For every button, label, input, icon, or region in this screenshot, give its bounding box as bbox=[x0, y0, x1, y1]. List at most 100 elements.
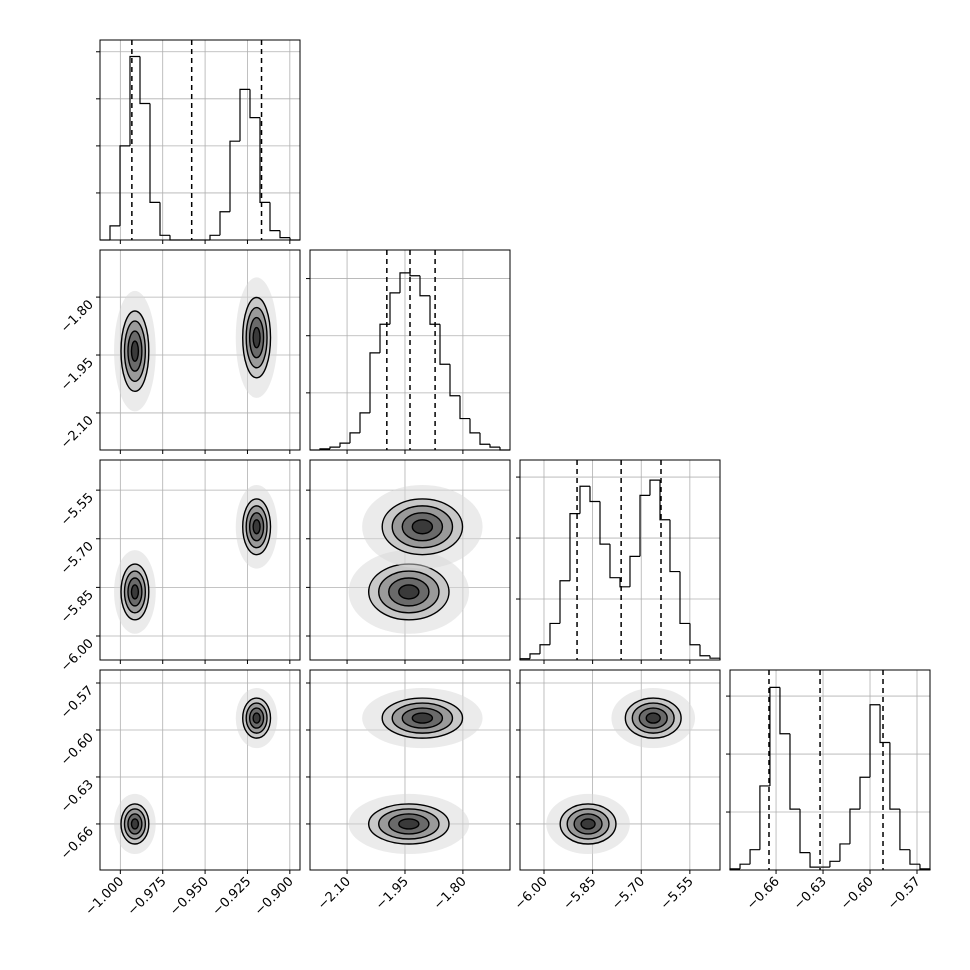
histogram-step bbox=[609, 544, 620, 579]
y-tick-label: −0.63 bbox=[58, 777, 97, 816]
density bbox=[114, 688, 278, 855]
x-tick-label: −5.70 bbox=[609, 874, 648, 913]
histogram-step bbox=[269, 202, 280, 232]
contour bbox=[411, 519, 434, 535]
histogram-step bbox=[449, 364, 460, 397]
panel-frame bbox=[309, 459, 511, 661]
y-tick-label: −0.66 bbox=[58, 824, 97, 863]
histogram-step bbox=[679, 571, 690, 625]
histogram-step bbox=[779, 687, 790, 735]
histogram-step bbox=[579, 485, 590, 514]
panel-frame bbox=[729, 669, 931, 871]
histogram-step bbox=[909, 849, 920, 865]
histogram-step bbox=[229, 140, 240, 212]
x-tick-label: −0.950 bbox=[167, 874, 212, 919]
histogram-step bbox=[469, 418, 480, 434]
histogram-step bbox=[599, 501, 610, 545]
histogram-step bbox=[409, 272, 420, 277]
panel: −6.00−5.85−5.70−5.55 bbox=[512, 669, 721, 913]
histogram-step bbox=[809, 852, 821, 868]
histogram-step bbox=[169, 235, 180, 241]
x-tick-label: −5.85 bbox=[561, 874, 600, 913]
histogram-step bbox=[249, 89, 260, 119]
x-tick-label: −1.95 bbox=[373, 874, 412, 913]
contour bbox=[580, 818, 596, 830]
panel-frame bbox=[309, 669, 511, 871]
density bbox=[114, 484, 278, 634]
histogram-step bbox=[139, 56, 150, 105]
x-tick-label: −2.10 bbox=[315, 874, 354, 913]
histogram-step bbox=[489, 444, 500, 448]
density bbox=[546, 688, 696, 855]
density bbox=[348, 688, 483, 855]
y-tick-label: −6.00 bbox=[58, 636, 97, 675]
histogram-step bbox=[119, 145, 130, 226]
panel: −2.10 −1.95 −1.80 bbox=[58, 249, 301, 454]
y-tick-label: −5.70 bbox=[58, 539, 97, 578]
panel-frame bbox=[99, 669, 301, 871]
histogram-step bbox=[839, 843, 850, 862]
histogram-step bbox=[889, 742, 900, 810]
panel-frame bbox=[309, 249, 511, 451]
y-tick-label: −5.85 bbox=[58, 588, 97, 627]
histogram-step bbox=[769, 686, 780, 786]
histogram-step bbox=[349, 432, 360, 444]
contour bbox=[130, 584, 140, 600]
histogram-step bbox=[859, 776, 871, 810]
histogram-step bbox=[849, 808, 860, 844]
density bbox=[114, 277, 278, 412]
panel-frame bbox=[99, 459, 301, 661]
histogram-step bbox=[539, 644, 550, 654]
contour bbox=[252, 519, 261, 535]
x-tick-label: −1.000 bbox=[83, 874, 128, 919]
x-tick-label: −1.80 bbox=[431, 874, 470, 913]
histogram-step bbox=[759, 785, 770, 850]
panel: −6.00 −5.85 −5.70 −5.55 bbox=[58, 459, 301, 675]
contour bbox=[252, 326, 261, 349]
contour bbox=[411, 712, 434, 724]
histogram-step bbox=[459, 395, 470, 420]
histogram-step bbox=[389, 292, 400, 325]
density bbox=[348, 484, 483, 634]
panel: −1.000−0.975−0.950−0.925−0.900 −0.66 −0.63… bbox=[58, 669, 301, 919]
contour bbox=[130, 818, 140, 830]
x-tick-label: −0.975 bbox=[125, 874, 170, 919]
panel: −2.10 −1.95 −1.80 bbox=[306, 669, 511, 913]
y-tick-label: −1.95 bbox=[58, 355, 97, 394]
histogram-step bbox=[649, 479, 660, 496]
histogram-step bbox=[369, 352, 380, 413]
contour bbox=[252, 712, 261, 724]
histogram-step bbox=[739, 863, 751, 869]
y-tick-label: −5.55 bbox=[58, 490, 97, 529]
histogram-step bbox=[429, 295, 440, 325]
histogram-step bbox=[399, 272, 410, 293]
histogram-step bbox=[749, 849, 760, 865]
histogram-step bbox=[879, 704, 890, 744]
histogram-step bbox=[359, 412, 370, 433]
x-tick-label: −5.55 bbox=[658, 874, 697, 913]
histogram-step bbox=[209, 234, 220, 240]
contour bbox=[645, 712, 661, 724]
histogram-step bbox=[699, 644, 710, 657]
histogram-step bbox=[109, 225, 120, 240]
contour bbox=[398, 584, 420, 600]
histogram-step bbox=[799, 809, 811, 854]
x-tick-label: −0.63 bbox=[791, 874, 830, 913]
histogram-step bbox=[559, 580, 570, 624]
histogram-step bbox=[629, 555, 640, 587]
panel-frame bbox=[99, 39, 301, 241]
histogram-step bbox=[869, 704, 881, 778]
panel bbox=[516, 459, 721, 664]
panel-frame bbox=[519, 669, 721, 871]
y-tick-label: −0.57 bbox=[58, 683, 97, 722]
histogram-step bbox=[339, 442, 350, 448]
histogram-step bbox=[669, 519, 680, 573]
histogram-step bbox=[619, 577, 630, 588]
panel: −0.66 −0.63 −0.60 −0.57 bbox=[726, 669, 931, 913]
x-tick-label: −0.66 bbox=[744, 874, 783, 913]
panel bbox=[306, 459, 511, 664]
y-tick-label: −0.60 bbox=[58, 730, 97, 769]
histogram-step bbox=[569, 513, 580, 581]
histogram-step bbox=[239, 88, 250, 142]
